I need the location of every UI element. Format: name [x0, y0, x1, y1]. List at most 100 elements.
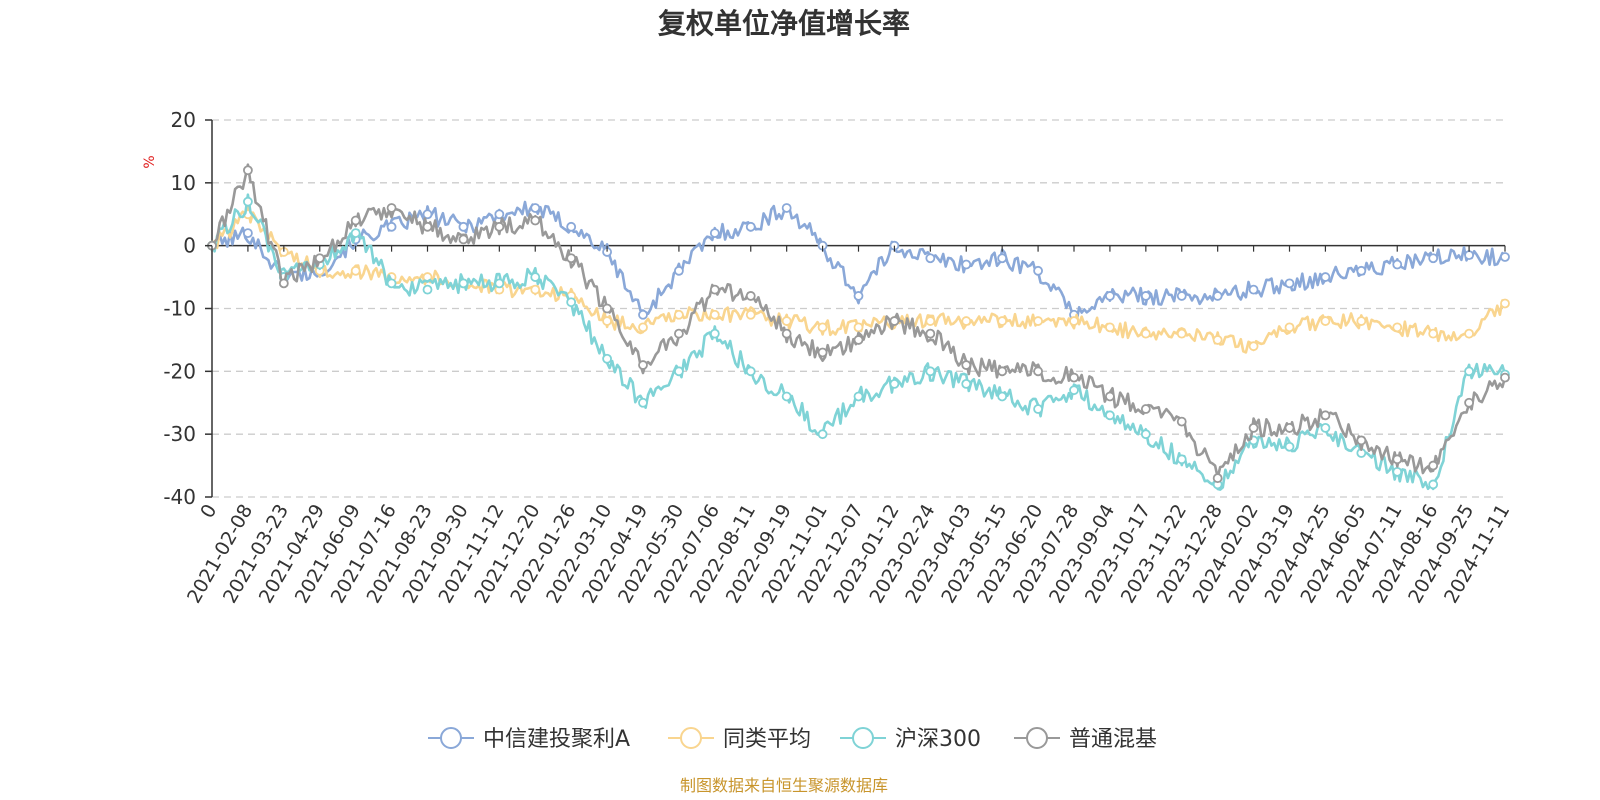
data-point — [458, 278, 469, 289]
data-point — [1464, 366, 1474, 377]
data-point — [1500, 252, 1510, 262]
data-point — [709, 228, 720, 239]
data-point — [386, 278, 397, 289]
data-point — [1176, 416, 1187, 427]
data-point — [1140, 291, 1151, 301]
chart-title: 复权单位净值增长率 — [658, 7, 910, 40]
data-point — [458, 221, 469, 232]
data-point — [817, 347, 828, 358]
data-point — [674, 366, 684, 377]
data-point — [350, 215, 361, 226]
legend-item[interactable]: 同类平均 — [668, 727, 811, 752]
data-point — [674, 265, 684, 276]
data-point — [1392, 259, 1403, 270]
data-point — [1320, 410, 1331, 421]
data-point — [1176, 328, 1187, 339]
data-point — [386, 203, 397, 213]
legend-item[interactable]: 沪深300 — [840, 727, 981, 752]
data-point — [961, 316, 972, 326]
data-point — [1500, 298, 1510, 309]
data-point — [745, 291, 756, 301]
data-point — [350, 228, 361, 239]
legend: 中信建投聚利A 同类平均 沪深300 普通混基 — [428, 727, 1157, 752]
data-source-note: 制图数据来自恒生聚源数据库 — [680, 776, 888, 795]
data-point — [530, 272, 541, 282]
data-point — [530, 203, 541, 213]
data-point — [422, 209, 433, 220]
data-point — [997, 391, 1008, 402]
data-point — [1320, 272, 1331, 282]
data-point — [853, 391, 864, 402]
data-point — [1140, 328, 1151, 339]
y-tick-label: -30 — [163, 422, 196, 446]
data-point — [961, 259, 972, 270]
data-point — [1069, 385, 1079, 396]
data-point — [1464, 250, 1474, 260]
data-point — [961, 360, 972, 370]
data-point — [925, 253, 936, 264]
data-point — [745, 366, 756, 377]
data-point — [1392, 454, 1403, 465]
legend-label: 普通混基 — [1069, 727, 1157, 752]
data-point — [781, 328, 792, 339]
data-point — [494, 278, 505, 289]
data-point — [961, 378, 972, 389]
data-point — [1105, 410, 1115, 421]
data-point — [1392, 466, 1403, 477]
legend-item[interactable]: 普通混基 — [1014, 727, 1157, 752]
data-point — [1140, 404, 1151, 414]
y-axis-ticks: 20 10 0 -10 -20 -30 -40 — [163, 108, 212, 509]
data-point — [709, 284, 720, 295]
data-point — [494, 221, 505, 232]
y-axis-unit: % — [142, 155, 158, 168]
data-point — [925, 328, 936, 339]
y-tick-label: 0 — [183, 234, 196, 258]
y-tick-label: 20 — [171, 108, 196, 132]
data-point — [1428, 479, 1439, 490]
data-point — [1392, 322, 1403, 333]
data-point — [1428, 253, 1439, 264]
data-point — [530, 215, 541, 226]
data-point — [1320, 422, 1331, 433]
data-point — [1356, 435, 1367, 446]
data-point — [745, 309, 756, 320]
legend-marker-icon — [440, 727, 462, 749]
data-point — [1033, 265, 1043, 276]
data-point — [1033, 316, 1043, 326]
data-point — [889, 378, 900, 389]
data-point — [1033, 366, 1043, 377]
data-point — [745, 221, 756, 232]
data-point — [1284, 441, 1295, 452]
data-point — [1464, 328, 1474, 339]
data-point — [243, 228, 253, 239]
data-point — [1284, 322, 1295, 333]
grid-lines — [212, 119, 1505, 498]
data-point — [781, 203, 792, 213]
data-point — [638, 397, 648, 408]
data-point — [674, 328, 684, 339]
data-point — [889, 316, 900, 326]
data-point — [817, 322, 828, 333]
data-point — [1248, 422, 1259, 433]
legend-item[interactable]: 中信建投聚利A — [428, 727, 630, 752]
data-point — [458, 234, 469, 245]
data-point — [925, 366, 936, 377]
legend-marker-icon — [852, 727, 874, 749]
data-point — [638, 322, 648, 333]
data-point — [1356, 316, 1367, 326]
data-point — [709, 328, 720, 339]
data-point — [602, 303, 612, 314]
data-point — [566, 253, 577, 264]
data-point — [1176, 454, 1187, 465]
data-point — [1105, 391, 1115, 402]
series-lines — [207, 163, 1510, 491]
data-point — [925, 316, 936, 326]
y-tick-label: 10 — [171, 171, 196, 195]
data-point — [602, 353, 612, 364]
x-tick-label: 0 — [196, 501, 221, 522]
data-point — [530, 284, 541, 295]
data-point — [243, 165, 253, 176]
data-point — [781, 391, 792, 402]
data-point — [1069, 372, 1079, 383]
data-point — [566, 221, 577, 232]
